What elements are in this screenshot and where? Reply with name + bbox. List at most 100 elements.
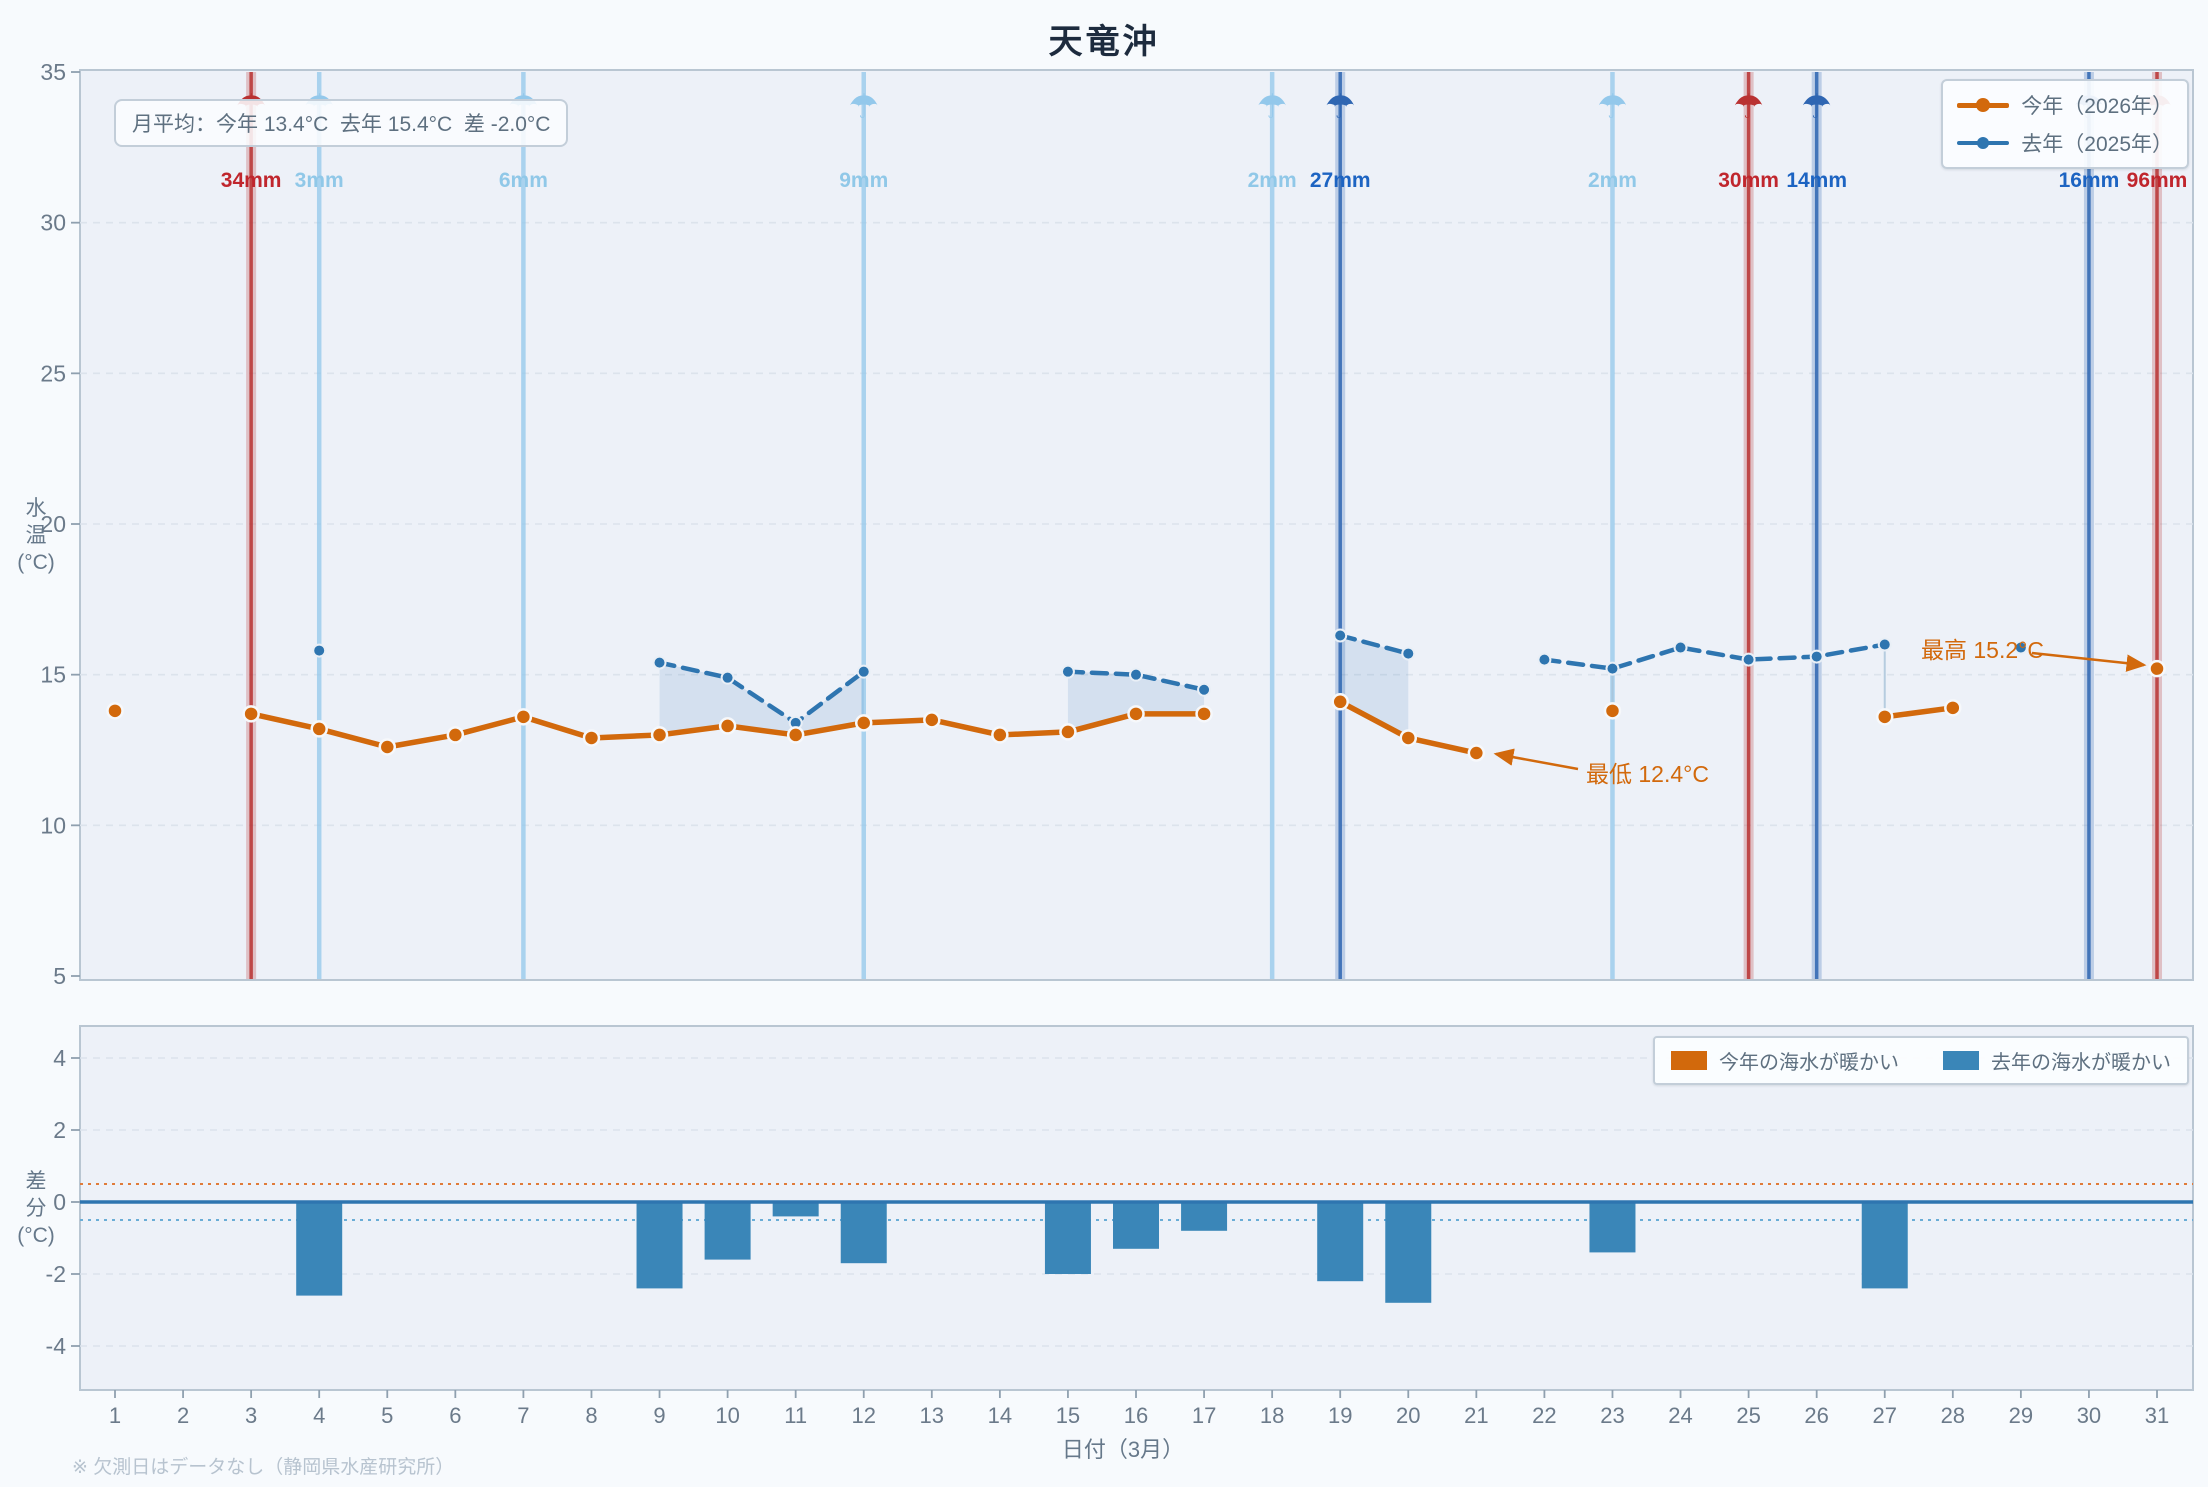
last-year-point[interactable] [1877,637,1892,652]
this-year-point[interactable] [854,714,873,732]
last-year-point[interactable] [1197,682,1212,697]
difference-legend: 今年の海水が暖かい 去年の海水が暖かい [1653,1036,2189,1085]
diff-bar[interactable] [1317,1202,1364,1282]
rain-amount-label: 96mm [2127,169,2188,192]
last-year-point[interactable] [1673,640,1688,655]
legend-item-last-year-warm[interactable]: 去年の海水が暖かい [1943,1046,2171,1075]
x-tick-label: 15 [1056,1403,1080,1428]
y-tick-label: 20 [40,511,66,537]
x-tick-label: 18 [1260,1403,1284,1428]
x-tick-label: 3 [245,1403,257,1428]
this-year-point[interactable] [446,726,465,744]
y-tick-label: 0 [53,1189,66,1215]
annotation-max-arrow [2031,651,2147,672]
x-tick-label: 11 [784,1403,807,1428]
this-year-point[interactable] [2148,659,2166,678]
this-year-point[interactable] [310,720,328,738]
rain-amount-label: 2mm [1588,169,1637,192]
x-tick-label: 29 [2009,1403,2033,1428]
annotation-min-arrow [1493,748,1579,771]
last-year-point[interactable] [652,655,667,670]
legend-item-this-year[interactable]: 今年（2026年） [1957,90,2173,120]
umbrella-icon: ☂ [1801,88,1831,126]
y-tick-label: 15 [40,662,66,688]
this-year-point[interactable] [582,729,601,747]
this-year-point[interactable] [991,726,1009,744]
rain-amount-label: 3mm [295,169,344,192]
last-year-point[interactable] [1809,649,1824,664]
this-year-point[interactable] [1331,693,1349,711]
last-year-point[interactable] [1129,667,1144,682]
diff-bar[interactable] [1181,1202,1228,1231]
this-year-point[interactable] [1944,699,1962,717]
diff-bar[interactable] [1861,1202,1908,1289]
x-tick-label: 9 [653,1403,665,1428]
x-tick-label: 24 [1668,1403,1692,1428]
this-year-point[interactable] [1195,705,1213,723]
last-year-point[interactable] [1741,652,1756,667]
diff-bar[interactable] [636,1202,683,1289]
legend-item-this-year-warm[interactable]: 今年の海水が暖かい [1671,1046,1899,1075]
x-tick-label: 28 [1941,1403,1965,1428]
diff-bar[interactable] [1589,1202,1636,1253]
x-tick-label: 7 [517,1403,529,1428]
this-year-point[interactable] [378,738,397,756]
rain-amount-label: 27mm [1310,169,1371,192]
x-tick-label: 16 [1124,1403,1148,1428]
last-year-point[interactable] [1605,661,1620,676]
x-tick-label: 13 [920,1403,944,1428]
y-tick-label: 25 [40,360,66,386]
legend-label-this-year-warm: 今年の海水が暖かい [1719,1052,1899,1074]
diff-bar[interactable] [1044,1202,1091,1274]
diff-bar[interactable] [1113,1202,1160,1249]
umbrella-icon: ☂ [1733,88,1763,126]
legend-item-last-year[interactable]: 去年（2025年） [1957,128,2173,158]
diff-bar[interactable] [1385,1202,1432,1303]
y-tick-label: 2 [53,1117,66,1143]
annotation-min-temperature: 最低 12.4°C [1586,761,1709,787]
x-tick-label: 20 [1396,1403,1420,1428]
x-tick-label: 14 [988,1403,1012,1428]
last-year-point[interactable] [1537,652,1552,667]
diff-bar[interactable] [840,1202,887,1264]
x-tick-label: 19 [1328,1403,1352,1428]
this-year-point[interactable] [923,711,941,729]
legend-label-this-year: 今年（2026年） [2021,95,2173,118]
this-year-point[interactable] [1467,744,1486,762]
this-year-point[interactable] [1603,702,1622,720]
this-year-point[interactable] [242,705,260,723]
this-year-point[interactable] [514,708,533,726]
x-tick-label: 1 [109,1403,121,1428]
diff-bar[interactable] [772,1202,819,1217]
last-year-point[interactable] [1401,646,1416,661]
last-year-line [1065,669,1207,692]
last-year-point[interactable] [720,670,735,685]
this-year-point[interactable] [106,702,124,720]
last-year-series [312,628,2028,730]
this-year-point[interactable] [1059,723,1077,741]
this-year-point[interactable] [1875,708,1894,726]
y-tick-label: 10 [40,812,66,838]
umbrella-icon: ☂ [1597,88,1627,126]
this-year-point[interactable] [1127,705,1145,723]
x-tick-label: 6 [449,1403,461,1428]
last-year-point[interactable] [1333,628,1348,643]
this-year-point[interactable] [650,726,669,744]
this-year-point[interactable] [718,717,737,735]
diff-bar[interactable] [296,1202,343,1296]
last-year-point[interactable] [2013,640,2028,655]
last-year-point[interactable] [312,643,327,658]
this-year-point[interactable] [786,726,805,744]
x-tick-label: 30 [2077,1403,2101,1428]
difference-fill-area [1067,671,1205,732]
this-year-point[interactable] [1399,729,1418,747]
last-year-point[interactable] [1060,664,1075,679]
last-year-point[interactable] [856,664,871,679]
this-year-line-swatch-icon [1957,102,2010,108]
diff-bar[interactable] [704,1202,751,1260]
monthly-average-box: 月平均：今年 13.4°C 去年 15.4°C 差 -2.0°C [114,99,569,147]
rain-amount-label: 6mm [499,169,548,192]
last-year-line [1542,642,1887,671]
